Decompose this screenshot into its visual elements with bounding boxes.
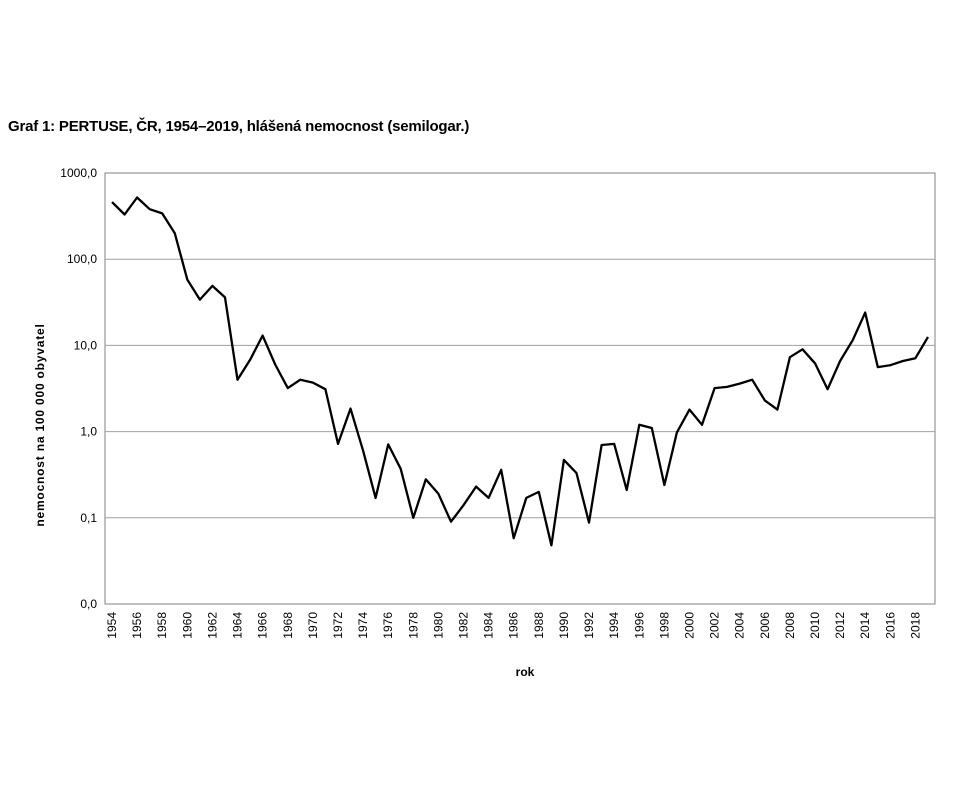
x-tick-label: 1994 bbox=[607, 612, 621, 639]
chart-title: Graf 1: PERTUSE, ČR, 1954–2019, hlášená … bbox=[8, 118, 470, 135]
x-tick-label: 1966 bbox=[256, 612, 270, 639]
x-tick-label: 1970 bbox=[306, 612, 320, 639]
x-tick-label: 1980 bbox=[431, 612, 445, 639]
x-tick-label: 1984 bbox=[482, 612, 496, 639]
x-tick-label: 1986 bbox=[507, 612, 521, 639]
x-tick-label: 1956 bbox=[130, 612, 144, 639]
x-tick-label: 2016 bbox=[883, 612, 897, 639]
x-tick-labels: 1954 1956 1958 1960 1962 1964 1966 1968 1970 1972… bbox=[105, 612, 922, 639]
x-tick-label: 1988 bbox=[532, 612, 546, 639]
x-tick-label: 2010 bbox=[808, 612, 822, 639]
x-tick-label: 1972 bbox=[331, 612, 345, 639]
x-axis-title: rok bbox=[516, 665, 535, 679]
y-tick-label: 0,1 bbox=[80, 511, 97, 525]
series-line bbox=[111, 196, 929, 547]
x-tick-label: 1962 bbox=[205, 612, 219, 639]
x-tick-label: 1968 bbox=[281, 612, 295, 639]
x-tick-label: 2018 bbox=[908, 612, 922, 639]
x-tick-label: 1998 bbox=[657, 612, 671, 639]
x-tick-label: 2008 bbox=[783, 612, 797, 639]
x-tick-label: 2000 bbox=[682, 612, 696, 639]
grid bbox=[105, 258, 935, 519]
x-tick-label: 1976 bbox=[381, 612, 395, 639]
x-tick-label: 2004 bbox=[733, 612, 747, 639]
x-tick-label: 1978 bbox=[406, 612, 420, 639]
x-tick-label: 2014 bbox=[858, 612, 872, 639]
x-tick-label: 2006 bbox=[758, 612, 772, 639]
x-tick-label: 1958 bbox=[155, 612, 169, 639]
x-tick-label: 1990 bbox=[557, 612, 571, 639]
y-axis-title: nemocnost na 100 000 obyvatel bbox=[33, 323, 47, 526]
x-tick-label: 1954 bbox=[105, 612, 119, 639]
x-tick-label: 1982 bbox=[457, 612, 471, 639]
y-tick-labels: 0,0 0,1 1,0 10,0 100,0 1000,0 bbox=[60, 166, 97, 611]
y-tick-label: 1,0 bbox=[80, 425, 97, 439]
x-tick-label: 2012 bbox=[833, 612, 847, 639]
y-tick-label: 0,0 bbox=[80, 597, 97, 611]
y-tick-label: 1000,0 bbox=[60, 166, 97, 180]
y-tick-label: 10,0 bbox=[74, 338, 98, 352]
y-tick-label: 100,0 bbox=[67, 252, 97, 266]
x-tick-label: 1992 bbox=[582, 612, 596, 639]
x-tick-label: 1996 bbox=[632, 612, 646, 639]
x-tick-label: 1960 bbox=[180, 612, 194, 639]
x-tick-label: 1964 bbox=[231, 612, 245, 639]
x-tick-label: 2002 bbox=[708, 612, 722, 639]
x-tick-label: 1974 bbox=[356, 612, 370, 639]
plot-area bbox=[104, 172, 936, 605]
